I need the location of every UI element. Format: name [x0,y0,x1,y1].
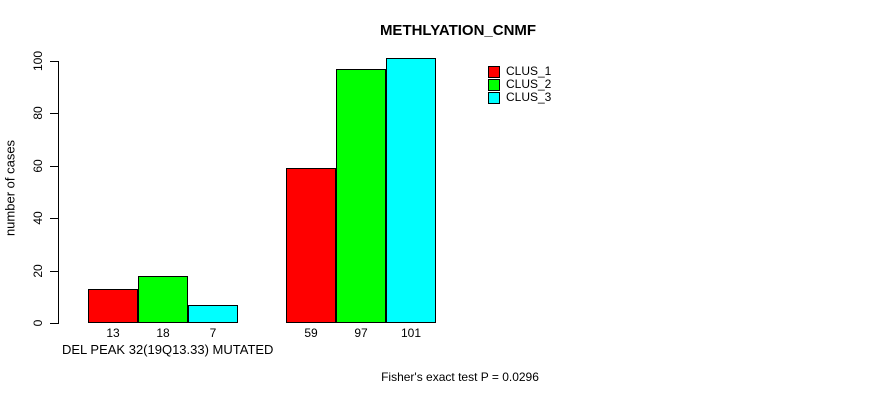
bar [188,304,238,323]
legend-label: CLUS_3 [506,90,552,104]
bar [286,168,336,323]
bar-value-label: 18 [156,326,170,340]
y-tick-label: 0 [31,319,45,327]
x-axis-label: DEL PEAK 32(19Q13.33) MUTATED [62,342,274,357]
y-tick [50,323,58,324]
bar-value-label: 13 [106,326,120,340]
y-tick-label: 60 [31,159,45,173]
bar [386,58,436,323]
legend-row: CLUS_2 [488,78,551,91]
y-tick [50,165,58,167]
legend-swatch [488,91,500,104]
y-axis-line [58,61,59,324]
y-tick [50,113,58,115]
bar [138,275,188,323]
legend-swatch [488,78,500,91]
chart-title: METHLYATION_CNMF [379,22,537,39]
y-tick-label: 100 [31,50,45,72]
legend-row: CLUS_3 [488,91,551,104]
y-tick-label: 20 [31,263,45,278]
y-tick [50,61,58,62]
legend-label: CLUS_1 [506,64,552,78]
legend-row: CLUS_1 [488,65,551,78]
y-axis-label: number of cases [2,139,18,237]
legend: CLUS_1 CLUS_2 CLUS_3 [488,65,551,104]
bar-value-label: 7 [209,326,217,340]
bar [336,68,386,323]
y-tick-label: 40 [31,211,45,225]
bar-value-label: 59 [304,326,318,340]
y-tick-label: 80 [31,106,45,121]
legend-swatch [488,65,500,78]
bar [88,288,138,323]
y-tick [50,218,58,220]
y-tick [50,270,58,272]
bar-value-label: 101 [400,326,422,340]
footnote-text: Fisher's exact test P = 0.0296 [381,370,539,384]
bar-value-label: 97 [354,326,368,340]
legend-label: CLUS_2 [506,77,552,91]
